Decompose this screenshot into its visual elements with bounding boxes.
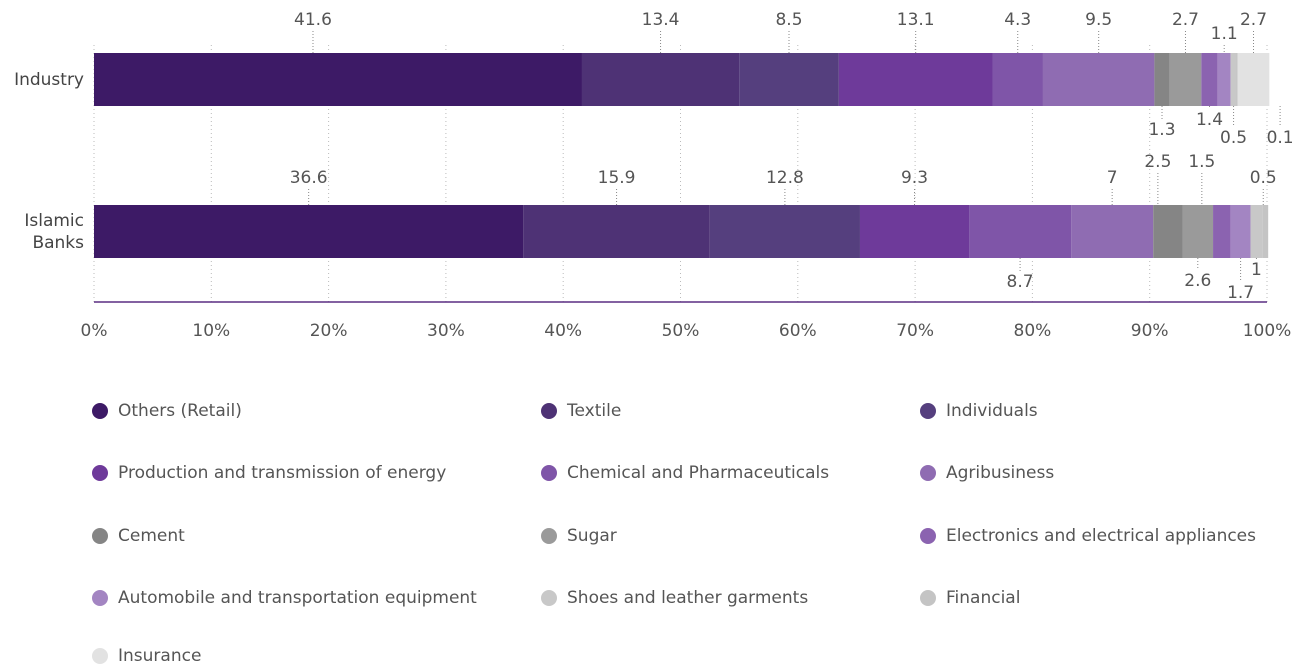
data-label: 13.1 — [897, 10, 935, 30]
bar-segment — [523, 205, 710, 258]
legend-label: Automobile and transportation equipment — [118, 588, 477, 608]
data-label: 41.6 — [294, 10, 332, 30]
bar-segment — [1230, 205, 1251, 258]
x-tick-label: 0% — [81, 321, 108, 341]
data-label: 0.5 — [1220, 128, 1247, 148]
legend-swatch — [920, 528, 936, 544]
x-tick-label: 70% — [896, 321, 934, 341]
bar-segment — [1169, 53, 1202, 106]
bar-segment — [94, 205, 524, 258]
bar-segment — [1201, 53, 1218, 106]
bar-segment — [1236, 53, 1238, 106]
data-label: 9.5 — [1085, 10, 1112, 30]
legend-swatch — [92, 648, 108, 664]
x-tick-label: 100% — [1243, 321, 1292, 341]
bar-segment — [709, 205, 860, 258]
data-label: 4.3 — [1004, 10, 1031, 30]
data-label: 13.4 — [642, 10, 680, 30]
category-label: Islamic Banks — [24, 210, 84, 253]
legend-swatch — [920, 403, 936, 419]
bar-segment — [581, 53, 740, 106]
data-label: 8.5 — [775, 10, 802, 30]
bar-segment — [1217, 53, 1231, 106]
legend-label: Shoes and leather garments — [567, 588, 808, 608]
data-label: 2.6 — [1184, 271, 1211, 291]
legend-swatch — [92, 465, 108, 481]
bar-segment — [969, 205, 1072, 258]
legend-label: Cement — [118, 526, 185, 546]
bar-segment — [1250, 205, 1263, 258]
legend-swatch — [92, 528, 108, 544]
data-label: 1.1 — [1211, 24, 1238, 44]
data-label: 1.5 — [1188, 152, 1215, 172]
bar-segment — [94, 53, 582, 106]
bar-segment — [1230, 53, 1237, 106]
legend-label: Sugar — [567, 526, 617, 546]
data-label: 1.4 — [1196, 110, 1223, 130]
data-label: 9.3 — [901, 168, 928, 188]
data-label: 1 — [1251, 260, 1262, 280]
data-label: 1.7 — [1227, 283, 1254, 303]
legend-label: Electronics and electrical appliances — [946, 526, 1256, 546]
bar-segment — [1042, 53, 1155, 106]
data-label: 2.7 — [1172, 10, 1199, 30]
data-label: 8.7 — [1007, 272, 1034, 292]
data-label: 2.5 — [1144, 152, 1171, 172]
x-tick-label: 10% — [192, 321, 230, 341]
legend-swatch — [541, 465, 557, 481]
legend-swatch — [920, 465, 936, 481]
x-tick-label: 40% — [544, 321, 582, 341]
category-label: Industry — [14, 69, 84, 90]
bar-segment — [859, 205, 970, 258]
legend-swatch — [92, 590, 108, 606]
data-label: 15.9 — [598, 168, 636, 188]
bar-segment — [838, 53, 993, 106]
x-tick-label: 90% — [1131, 321, 1169, 341]
data-label: 12.8 — [766, 168, 804, 188]
legend-swatch — [92, 403, 108, 419]
data-label: 0.1 — [1267, 128, 1294, 148]
data-label: 2.7 — [1240, 10, 1267, 30]
data-label: 36.6 — [290, 168, 328, 188]
bar-segment — [1237, 53, 1270, 106]
bar-segment — [1153, 205, 1183, 258]
data-label: 0.5 — [1250, 168, 1277, 188]
legend-swatch — [541, 528, 557, 544]
legend-label: Textile — [566, 401, 621, 421]
legend-label: Agribusiness — [946, 463, 1054, 483]
x-tick-label: 20% — [310, 321, 348, 341]
legend-label: Others (Retail) — [118, 401, 242, 421]
x-tick-label: 50% — [662, 321, 700, 341]
x-tick-label: 30% — [427, 321, 465, 341]
legend-swatch — [541, 403, 557, 419]
bar-segment — [1213, 205, 1231, 258]
bar-segment — [992, 53, 1043, 106]
legend-label: Financial — [946, 588, 1020, 608]
x-tick-label: 60% — [779, 321, 817, 341]
bar-segment — [1262, 205, 1269, 258]
bar-segment — [739, 53, 839, 106]
data-label: 1.3 — [1148, 120, 1175, 140]
bar-segment — [1071, 205, 1154, 258]
bar-segment — [1182, 205, 1214, 258]
bar-segment — [1154, 53, 1170, 106]
legend-label: Individuals — [946, 401, 1038, 421]
x-tick-label: 80% — [1014, 321, 1052, 341]
legend-label: Chemical and Pharmaceuticals — [567, 463, 829, 483]
legend-swatch — [920, 590, 936, 606]
legend-label: Insurance — [118, 646, 201, 666]
legend-label: Production and transmission of energy — [118, 463, 446, 483]
legend-swatch — [541, 590, 557, 606]
data-label: 7 — [1107, 168, 1118, 188]
